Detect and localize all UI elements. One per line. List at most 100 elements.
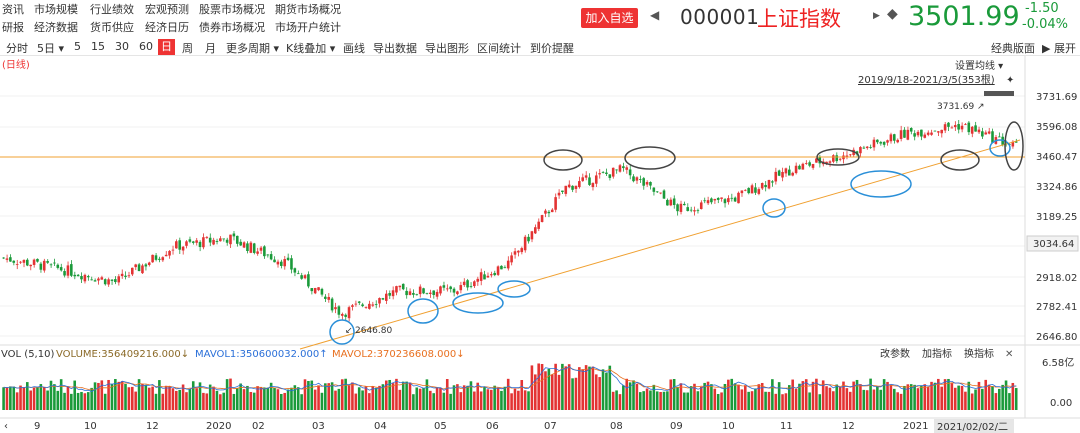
price-alert-button[interactable]: 到价提醒 — [530, 42, 574, 55]
tab-intraday[interactable]: 分时 — [6, 42, 28, 55]
candle-body — [222, 238, 226, 240]
switch-indicator-button[interactable]: 换指标 — [964, 347, 994, 360]
volume-bar — [276, 389, 280, 410]
edit-params-button[interactable]: 改参数 — [880, 347, 910, 360]
nav-research[interactable]: 研报 — [2, 21, 24, 34]
volume-bar — [290, 387, 293, 410]
scroll-indicator[interactable] — [984, 91, 1014, 96]
tab-day[interactable]: 日 — [158, 39, 175, 55]
volume-bar — [855, 379, 859, 410]
candle-body — [794, 165, 798, 174]
tab-week[interactable]: 周 — [182, 42, 193, 55]
classic-layout-button[interactable]: 经典版面 — [991, 42, 1035, 55]
add-to-watchlist-button[interactable]: 加入自选 — [581, 8, 638, 28]
export-data-button[interactable]: 导出数据 — [373, 42, 417, 55]
volume-bar — [347, 385, 351, 410]
volume-bar — [974, 389, 977, 410]
candle-body — [713, 199, 717, 201]
expand-button[interactable]: ▶ 展开 — [1042, 42, 1076, 55]
volume-bar — [781, 394, 784, 410]
volume-bar — [124, 383, 127, 410]
volume-bar — [246, 385, 249, 410]
candle-body — [567, 184, 571, 188]
volume-bar — [848, 391, 852, 410]
tab-5day[interactable]: 5日 ▾ — [37, 42, 65, 55]
mavol1-value: MAVOL1:350600032.000↑ — [195, 349, 328, 360]
nav-econ-calendar[interactable]: 经济日历 — [145, 21, 189, 34]
volume-bar — [740, 389, 744, 410]
volume-bar — [984, 379, 988, 410]
date-tick: 04 — [374, 421, 387, 432]
nav-futures-overview[interactable]: 期货市场概况 — [275, 3, 341, 16]
nav-industry-perf[interactable]: 行业绩效 — [90, 3, 134, 16]
candle-body — [412, 292, 415, 295]
candle-body — [723, 199, 727, 204]
volume-bar — [964, 391, 967, 410]
close-icon[interactable]: ✕ — [1005, 349, 1013, 360]
annotations — [329, 121, 1024, 345]
tab-5min[interactable]: 5 — [74, 40, 81, 53]
volume-bar — [727, 379, 730, 410]
draw-line-button[interactable]: 画线 — [343, 42, 365, 55]
volume-bar — [164, 385, 168, 410]
next-security-icon[interactable]: ▶ — [873, 11, 880, 21]
volume-bar — [666, 391, 669, 410]
candle-body — [317, 287, 320, 291]
nav-account-stats[interactable]: 市场开户统计 — [275, 21, 341, 34]
ma-settings-button[interactable]: 设置均线 ▾ — [955, 59, 1003, 72]
volume-bar — [422, 387, 425, 410]
candle-body — [784, 168, 788, 174]
prev-security-icon[interactable]: ◀ — [650, 8, 660, 22]
volume-bar — [83, 393, 87, 410]
volume-bar — [588, 366, 591, 410]
tab-60min[interactable]: 60 — [139, 40, 153, 53]
volume-bar — [486, 389, 490, 410]
candle-body — [256, 251, 259, 254]
nav-economic-data[interactable]: 经济数据 — [34, 21, 78, 34]
volume-bar — [876, 386, 879, 410]
chart-toolbar: 分时 5日 ▾ 5 15 30 60 日 周 月 更多周期 ▾ K线叠加 ▾ 画… — [0, 38, 1080, 56]
nav-macro-forecast[interactable]: 宏观预测 — [145, 3, 189, 16]
more-periods-dropdown[interactable]: 更多周期 ▾ — [226, 42, 280, 55]
volume-bar — [649, 390, 652, 410]
add-indicator-button[interactable]: 加指标 — [922, 347, 952, 360]
tab-month[interactable]: 月 — [205, 42, 216, 55]
candle-body — [246, 243, 249, 251]
tab-30min[interactable]: 30 — [115, 40, 129, 53]
candle-body — [808, 162, 811, 166]
volume-bar — [601, 369, 605, 410]
nav-news[interactable]: 资讯 — [2, 3, 24, 16]
volume-bar — [46, 390, 49, 410]
pin-icon[interactable]: ✦ — [1006, 75, 1014, 86]
tab-15min[interactable]: 15 — [91, 40, 105, 53]
volume-bar — [229, 378, 232, 410]
candle-body — [615, 169, 618, 171]
candle-body — [848, 154, 852, 156]
volume-bar — [107, 379, 110, 410]
nav-money-supply[interactable]: 货币供应 — [90, 21, 134, 34]
kline-chart[interactable]: (日线) 设置均线 ▾ 2019/9/18-2021/3/5(353根) ✦ 3… — [0, 56, 1080, 433]
nav-bond-overview[interactable]: 债券市场概况 — [199, 21, 265, 34]
volume-bar — [378, 385, 381, 410]
volume-bar — [500, 390, 503, 410]
volume-bar — [628, 382, 632, 410]
volume-bar — [205, 393, 209, 410]
nav-stock-overview[interactable]: 股票市场概况 — [199, 3, 265, 16]
candle-body — [818, 156, 822, 164]
candle-body — [923, 134, 927, 138]
low-label: 2646.80 — [355, 326, 392, 336]
range-stats-button[interactable]: 区间统计 — [477, 42, 521, 55]
nav-market-size[interactable]: 市场规模 — [34, 3, 78, 16]
candle-body — [662, 190, 666, 199]
date-tick: 12 — [842, 421, 855, 432]
candle-body — [310, 288, 314, 292]
candle-body — [669, 199, 673, 206]
price-change-pct: -0.04% — [1022, 17, 1068, 32]
volume-bar — [361, 390, 364, 410]
volume-bar — [953, 387, 957, 410]
price-tick: 3189.25 — [1036, 212, 1077, 223]
volume-bar — [594, 374, 598, 410]
candle-body — [527, 236, 530, 242]
kline-overlay-dropdown[interactable]: K线叠加 ▾ — [286, 42, 336, 55]
export-image-button[interactable]: 导出图形 — [425, 42, 469, 55]
